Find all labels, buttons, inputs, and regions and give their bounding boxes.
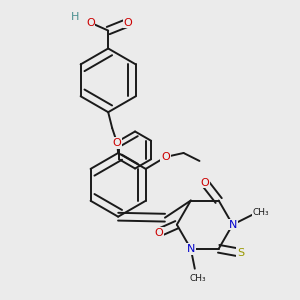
Text: CH₃: CH₃ bbox=[252, 208, 269, 217]
Text: CH₃: CH₃ bbox=[190, 274, 206, 283]
Text: H: H bbox=[71, 12, 80, 22]
Text: O: O bbox=[154, 228, 163, 238]
Text: O: O bbox=[161, 152, 170, 162]
Text: O: O bbox=[113, 138, 122, 148]
Text: N: N bbox=[187, 244, 195, 254]
Text: O: O bbox=[86, 18, 95, 28]
Text: S: S bbox=[237, 248, 244, 258]
Text: O: O bbox=[124, 18, 133, 28]
Text: O: O bbox=[200, 178, 209, 188]
Text: N: N bbox=[228, 220, 237, 230]
